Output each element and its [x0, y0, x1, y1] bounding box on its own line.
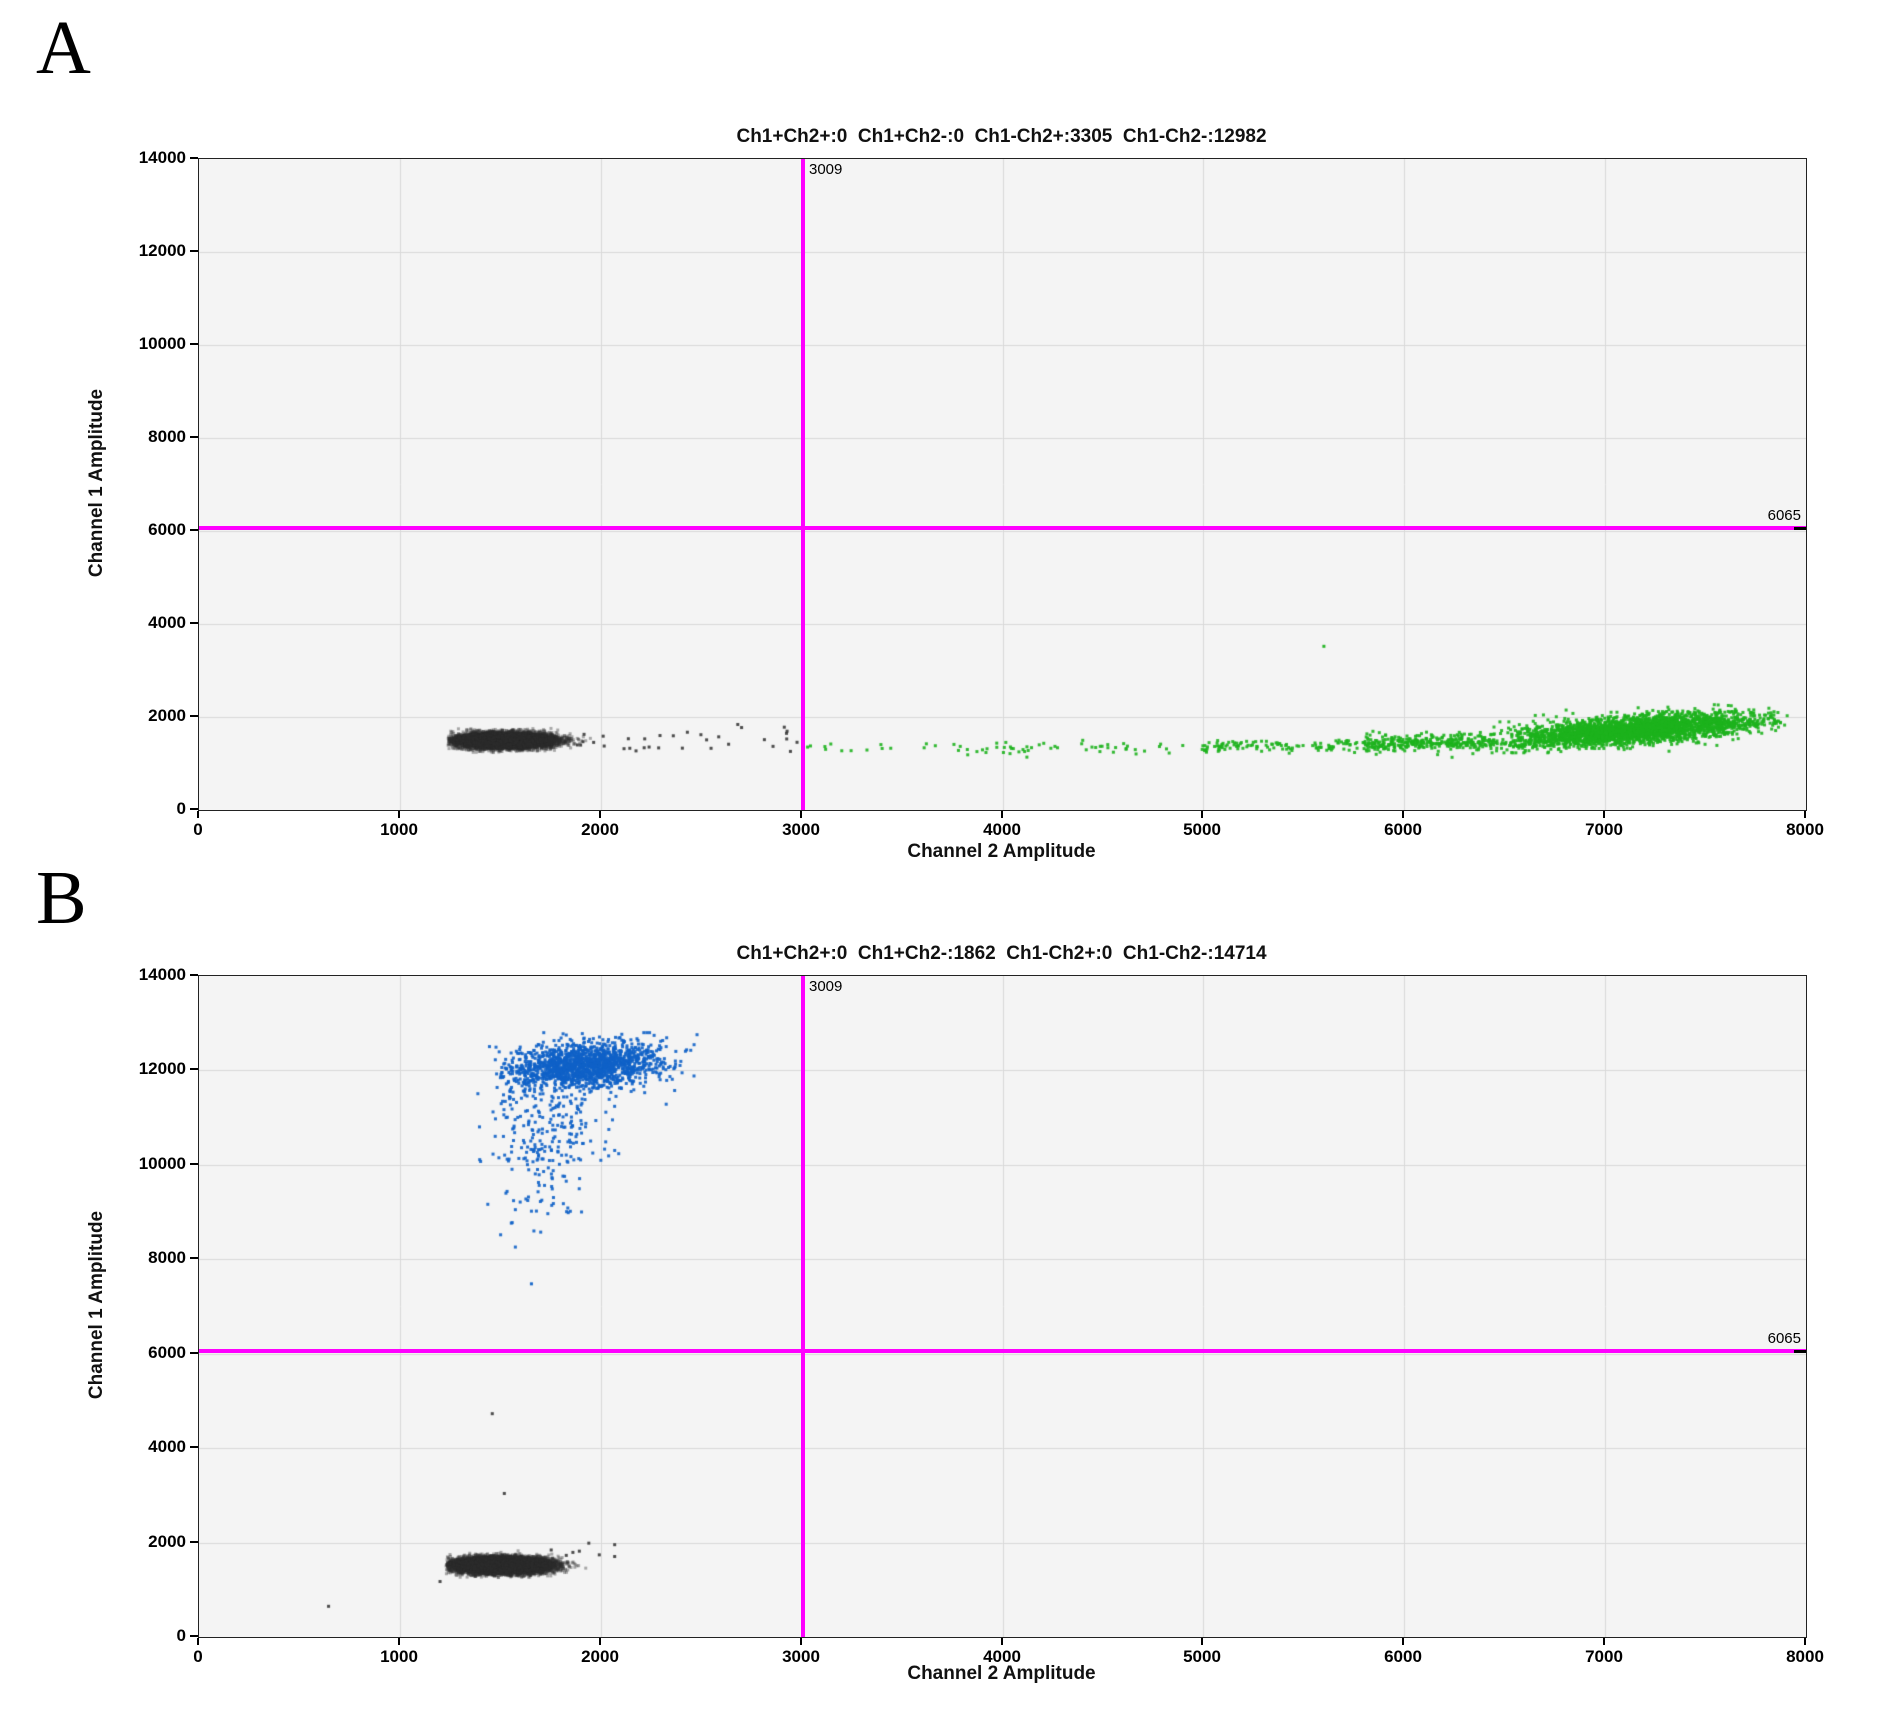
x-axis-tick-label: 0	[193, 1647, 203, 1666]
y-axis-tick	[190, 436, 198, 438]
panel-a-ch1-threshold-line[interactable]	[199, 526, 1806, 530]
y-axis-tick-label: 4000	[148, 613, 186, 632]
x-axis-tick-label: 1000	[380, 1647, 418, 1666]
x-axis-tick	[197, 811, 199, 818]
y-axis-tick	[190, 974, 198, 976]
x-axis-tick-label: 3000	[782, 1647, 820, 1666]
x-axis-tick	[398, 1638, 400, 1645]
x-axis-tick	[197, 1638, 199, 1645]
x-axis-tick-label: 2000	[581, 820, 619, 839]
x-axis-tick	[1603, 1638, 1605, 1645]
panel-a-x-axis-title: Channel 2 Amplitude	[907, 841, 1096, 862]
x-axis-tick	[398, 811, 400, 818]
panel-b-y-axis-title: Channel 1 Amplitude	[86, 1210, 107, 1400]
panel-a-y-axis-title: Channel 1 Amplitude	[86, 388, 107, 578]
x-axis-tick-label: 6000	[1384, 1647, 1422, 1666]
y-axis-tick	[190, 250, 198, 252]
x-axis-tick	[1201, 1638, 1203, 1645]
panel-b-scatter-canvas	[199, 976, 1806, 1637]
panel-b-ch2-threshold-line[interactable]	[801, 976, 805, 1637]
x-axis-tick	[1001, 811, 1003, 818]
panel-b-ch1-threshold-line[interactable]	[199, 1349, 1806, 1353]
x-axis-tick-label: 4000	[983, 820, 1021, 839]
x-axis-tick	[599, 811, 601, 818]
panel-b-threshold-edge-tick	[1794, 1350, 1806, 1353]
x-axis-tick	[1804, 1638, 1806, 1645]
x-axis-tick-label: 0	[193, 820, 203, 839]
y-axis-tick-label: 6000	[148, 1343, 186, 1362]
y-axis-tick	[190, 1257, 198, 1259]
y-axis-tick-label: 0	[176, 1626, 186, 1645]
y-axis-tick	[190, 715, 198, 717]
x-axis-tick-label: 3000	[782, 820, 820, 839]
panel-a-quadrant-counts-title: Ch1+Ch2+:0 Ch1+Ch2-:0 Ch1-Ch2+:3305 Ch1-…	[736, 126, 1267, 147]
x-axis-tick-label: 2000	[581, 1647, 619, 1666]
panel-b-x-axis-title: Channel 2 Amplitude	[907, 1663, 1096, 1684]
y-axis-tick	[190, 622, 198, 624]
y-axis-tick	[190, 1446, 198, 1448]
panel-a-ch2-threshold-line[interactable]	[801, 159, 805, 810]
x-axis-tick-label: 6000	[1384, 820, 1422, 839]
panel-b-plot-area: 3009 6065	[198, 975, 1807, 1638]
x-axis-tick-label: 4000	[983, 1647, 1021, 1666]
panel-b-label: B	[36, 856, 87, 940]
y-axis-tick	[190, 343, 198, 345]
x-axis-tick	[1603, 811, 1605, 818]
x-axis-tick	[1402, 811, 1404, 818]
y-axis-tick	[190, 1635, 198, 1637]
y-axis-tick-label: 14000	[138, 148, 186, 167]
y-axis-tick	[190, 529, 198, 531]
panel-b-ch2-threshold-value: 3009	[809, 978, 843, 995]
x-axis-tick-label: 1000	[380, 820, 418, 839]
x-axis-tick-label: 5000	[1183, 1647, 1221, 1666]
y-axis-tick-label: 12000	[138, 1059, 186, 1078]
panel-b-ch1-threshold-value: 6065	[1767, 1330, 1801, 1347]
y-axis-tick-label: 0	[176, 799, 186, 818]
x-axis-tick-label: 8000	[1786, 1647, 1824, 1666]
y-axis-tick-label: 10000	[138, 1154, 186, 1173]
panel-a-ch1-threshold-value: 6065	[1767, 507, 1801, 524]
x-axis-tick-label: 7000	[1585, 1647, 1623, 1666]
panel-a-plot-area: 3009 6065	[198, 158, 1807, 811]
x-axis-tick-label: 8000	[1786, 820, 1824, 839]
y-axis-tick	[190, 1352, 198, 1354]
x-axis-tick-label: 7000	[1585, 820, 1623, 839]
panel-a-scatter-canvas	[199, 159, 1806, 810]
y-axis-tick	[190, 1163, 198, 1165]
x-axis-tick	[1804, 811, 1806, 818]
y-axis-tick-label: 6000	[148, 520, 186, 539]
panel-a-ch2-threshold-value: 3009	[809, 161, 843, 178]
panel-a-label: A	[36, 6, 91, 90]
y-axis-tick-label: 8000	[148, 1248, 186, 1267]
x-axis-tick	[800, 1638, 802, 1645]
y-axis-tick-label: 14000	[138, 965, 186, 984]
y-axis-tick	[190, 808, 198, 810]
x-axis-tick	[1001, 1638, 1003, 1645]
y-axis-tick	[190, 157, 198, 159]
x-axis-tick	[1201, 811, 1203, 818]
y-axis-tick-label: 12000	[138, 241, 186, 260]
x-axis-tick	[1402, 1638, 1404, 1645]
x-axis-tick	[599, 1638, 601, 1645]
y-axis-tick-label: 2000	[148, 706, 186, 725]
y-axis-tick-label: 10000	[138, 334, 186, 353]
y-axis-tick-label: 8000	[148, 427, 186, 446]
x-axis-tick-label: 5000	[1183, 820, 1221, 839]
y-axis-tick	[190, 1541, 198, 1543]
y-axis-tick	[190, 1068, 198, 1070]
x-axis-tick	[800, 811, 802, 818]
y-axis-tick-label: 2000	[148, 1532, 186, 1551]
panel-a-threshold-edge-tick	[1794, 527, 1806, 530]
y-axis-tick-label: 4000	[148, 1437, 186, 1456]
panel-b-quadrant-counts-title: Ch1+Ch2+:0 Ch1+Ch2-:1862 Ch1-Ch2+:0 Ch1-…	[736, 943, 1267, 964]
